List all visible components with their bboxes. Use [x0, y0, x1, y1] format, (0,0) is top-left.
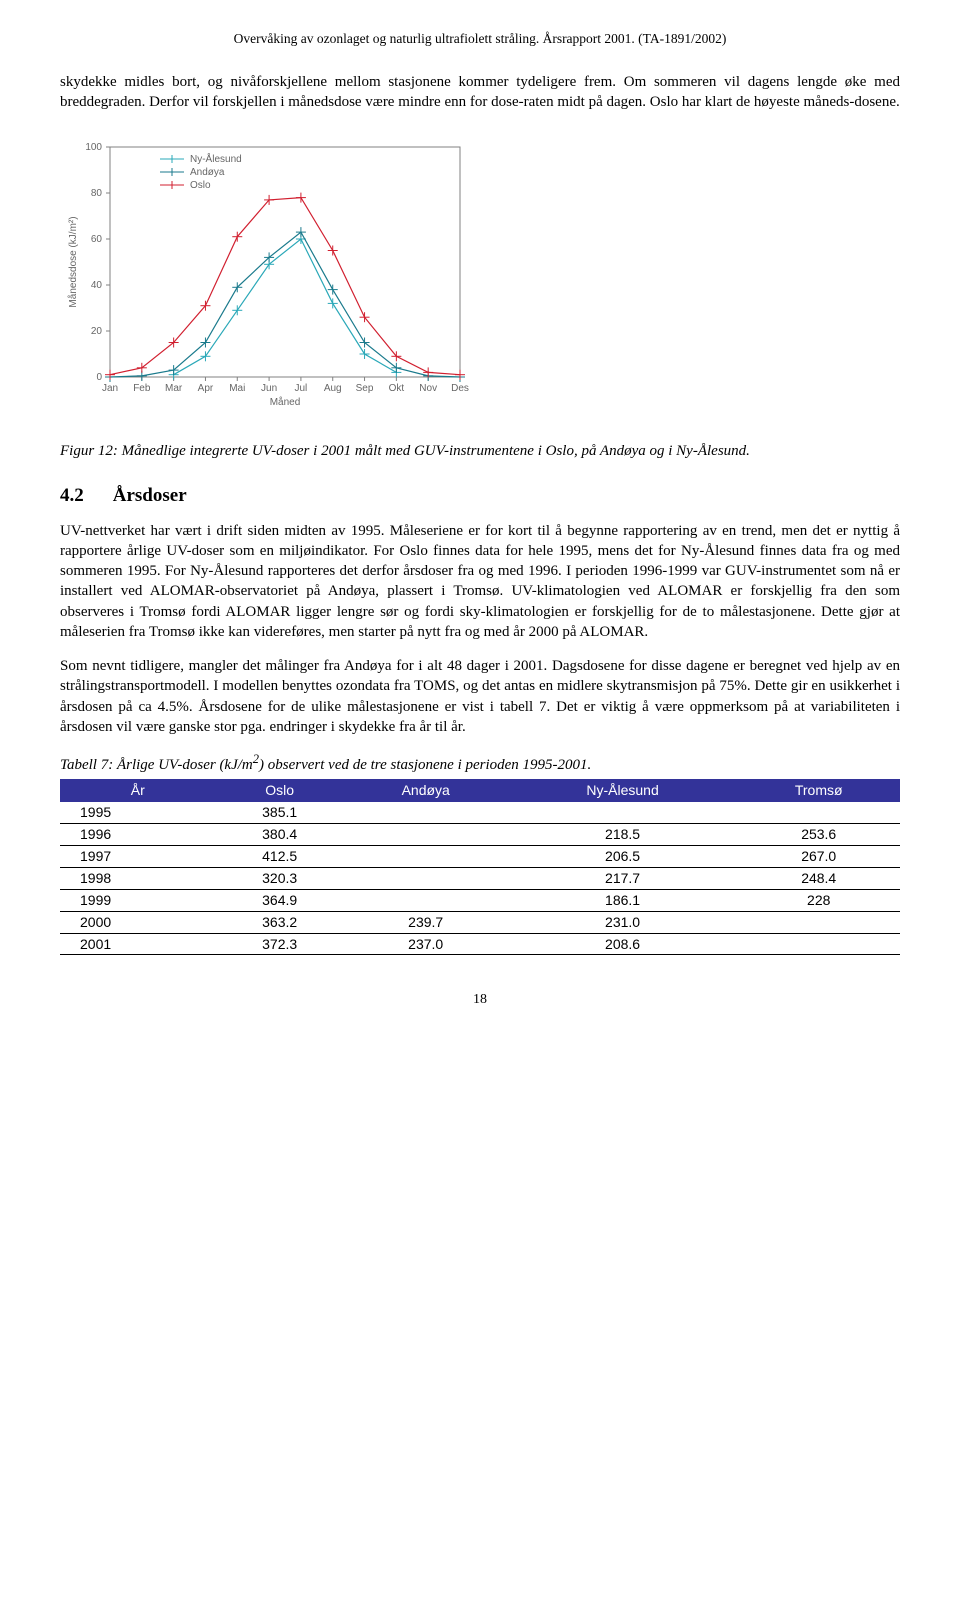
table-cell: [344, 802, 508, 823]
table-cell: [737, 933, 900, 955]
table-cell: [344, 867, 508, 889]
svg-text:Måned: Måned: [270, 396, 301, 408]
table-cell: 2000: [60, 911, 216, 933]
table-cell: 363.2: [216, 911, 344, 933]
table-cell: 364.9: [216, 889, 344, 911]
table-cell: 1998: [60, 867, 216, 889]
table-cell: 217.7: [508, 867, 738, 889]
table-cell: 186.1: [508, 889, 738, 911]
table-cell: 380.4: [216, 824, 344, 846]
table-cell: 372.3: [216, 933, 344, 955]
table-cell: [344, 889, 508, 911]
table-cell: 320.3: [216, 867, 344, 889]
section-title: Årsdoser: [113, 485, 187, 506]
table-row: 1995385.1: [60, 802, 900, 823]
table-cell: [508, 802, 738, 823]
paragraph-1: skydekke midles bort, og nivåforskjellen…: [60, 72, 900, 113]
svg-text:80: 80: [91, 188, 103, 199]
table-cell: 1996: [60, 824, 216, 846]
section-number: 4.2: [60, 483, 108, 509]
table-cell: 237.0: [344, 933, 508, 955]
table-cell: 231.0: [508, 911, 738, 933]
table-row: 2000363.2239.7231.0: [60, 911, 900, 933]
table-row: 1997412.5 206.5267.0: [60, 846, 900, 868]
table-cell: 1999: [60, 889, 216, 911]
table-cell: 412.5: [216, 846, 344, 868]
svg-text:Okt: Okt: [389, 383, 405, 394]
svg-text:Apr: Apr: [198, 383, 214, 394]
svg-text:Andøya: Andøya: [190, 167, 225, 178]
table-header-cell: Oslo: [216, 779, 344, 802]
page-number: 18: [60, 991, 900, 1010]
table-cell: 1997: [60, 846, 216, 868]
table-header-cell: Ny-Ålesund: [508, 779, 738, 802]
table-header-cell: År: [60, 779, 216, 802]
table-cell: [344, 846, 508, 868]
table-cell: 228: [737, 889, 900, 911]
table-cell: 1995: [60, 802, 216, 823]
svg-text:60: 60: [91, 234, 103, 245]
svg-text:Jul: Jul: [295, 383, 308, 394]
svg-text:Mai: Mai: [229, 383, 245, 394]
table-cell: 248.4: [737, 867, 900, 889]
svg-text:100: 100: [85, 142, 102, 153]
table-cell: 218.5: [508, 824, 738, 846]
svg-text:0: 0: [96, 372, 102, 383]
table-cell: 239.7: [344, 911, 508, 933]
svg-text:Månedsdose (kJ/m²): Månedsdose (kJ/m²): [67, 216, 79, 307]
svg-text:Aug: Aug: [324, 383, 342, 394]
table-cell: 267.0: [737, 846, 900, 868]
svg-text:Ny-Ålesund: Ny-Ålesund: [190, 152, 242, 165]
table-row: 1999364.9 186.1228: [60, 889, 900, 911]
table-cell: 253.6: [737, 824, 900, 846]
table-row: 1996380.4 218.5253.6: [60, 824, 900, 846]
uv-dose-table: ÅrOsloAndøyaNy-ÅlesundTromsø1995385.1199…: [60, 779, 900, 955]
figure-12-caption: Figur 12: Månedlige integrerte UV-doser …: [60, 441, 900, 461]
table-header-cell: Andøya: [344, 779, 508, 802]
svg-text:Jun: Jun: [261, 383, 277, 394]
table-header-cell: Tromsø: [737, 779, 900, 802]
monthly-dose-chart: 0 20 40 60 80 100 Jan Feb Mar Apr Mai Jun Jul Aug Sep O…: [60, 127, 900, 427]
table-row: 1998320.3 217.7248.4: [60, 867, 900, 889]
section-heading: 4.2 Årsdoser: [60, 483, 900, 509]
svg-text:40: 40: [91, 280, 103, 291]
paragraph-2: UV-nettverket har vært i drift siden mid…: [60, 521, 900, 643]
svg-text:Feb: Feb: [133, 383, 151, 394]
table-row: 2001372.3237.0208.6: [60, 933, 900, 955]
table-cell: [737, 802, 900, 823]
table-cell: 2001: [60, 933, 216, 955]
chart-svg: 0 20 40 60 80 100 Jan Feb Mar Apr Mai Jun Jul Aug Sep O…: [60, 127, 490, 427]
svg-text:Mar: Mar: [165, 383, 183, 394]
table-7-caption: Tabell 7: Årlige UV-doser (kJ/m2) observ…: [60, 751, 900, 775]
table-cell: 206.5: [508, 846, 738, 868]
svg-text:Oslo: Oslo: [190, 180, 211, 191]
svg-text:Des: Des: [451, 383, 469, 394]
svg-text:20: 20: [91, 326, 103, 337]
svg-text:Sep: Sep: [356, 383, 374, 394]
page-header: Overvåking av ozonlaget og naturlig ultr…: [60, 30, 900, 48]
paragraph-3: Som nevnt tidligere, mangler det målinge…: [60, 656, 900, 737]
table-cell: 385.1: [216, 802, 344, 823]
svg-text:Jan: Jan: [102, 383, 118, 394]
svg-text:Nov: Nov: [419, 383, 437, 394]
table-cell: 208.6: [508, 933, 738, 955]
table-cell: [344, 824, 508, 846]
table-cell: [737, 911, 900, 933]
